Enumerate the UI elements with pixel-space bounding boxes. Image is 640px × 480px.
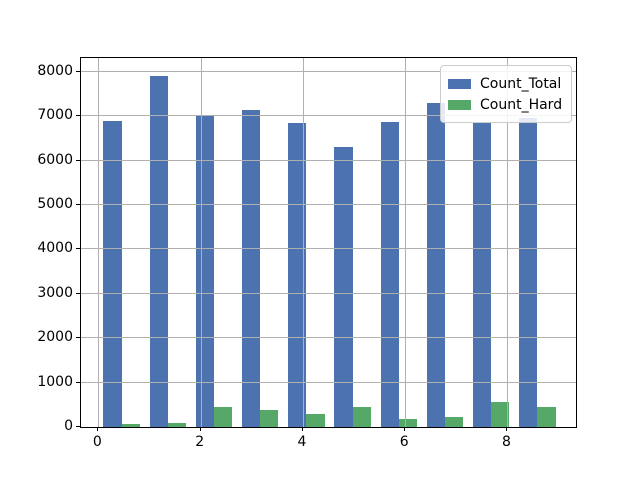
bar-count_hard-8: [491, 401, 510, 427]
gridline-x-6: [405, 58, 407, 427]
y-tick-label-6000: 6000: [37, 151, 73, 168]
bar-count_hard-7: [445, 416, 464, 427]
bar-count_hard-5: [352, 406, 371, 427]
y-tick-label-0: 0: [64, 418, 73, 434]
gridline-y-8000: [81, 70, 576, 72]
gridline-y-6000: [81, 159, 576, 161]
x-tick-mark-0: [97, 427, 99, 431]
gridline-y-4000: [81, 248, 576, 250]
gridline-x-2: [200, 58, 202, 427]
x-tick-label-0: 0: [92, 434, 102, 450]
bar-count_hard-2: [214, 407, 233, 427]
y-tick-mark-5000: [76, 204, 80, 206]
legend-swatch-count-hard: [448, 99, 471, 110]
y-tick-label-1000: 1000: [37, 373, 73, 390]
y-tick-mark-2000: [76, 337, 80, 339]
legend-item-count-total: Count_Total: [448, 73, 563, 94]
x-tick-mark-4: [301, 427, 303, 431]
x-tick-label-4: 4: [297, 434, 307, 450]
legend-label-count-hard: Count_Hard: [480, 96, 563, 113]
legend-label-count-total: Count_Total: [480, 75, 562, 92]
bar-count_total-3: [241, 109, 261, 427]
x-tick-label-2: 2: [195, 434, 205, 450]
gridline-y-7000: [81, 115, 576, 117]
x-tick-label-6: 6: [399, 434, 409, 450]
y-tick-label-3000: 3000: [37, 284, 73, 301]
gridline-x-0: [98, 58, 100, 427]
x-tick-mark-6: [404, 427, 406, 431]
y-tick-mark-0: [76, 426, 80, 427]
plot-area: Count_Total Count_Hard: [80, 57, 577, 428]
gridline-y-3000: [81, 292, 576, 294]
x-tick-mark-8: [506, 427, 508, 431]
x-tick-label-8: 8: [502, 434, 511, 450]
bar-count_total-8: [472, 123, 492, 427]
bar-count_hard-4: [306, 414, 325, 427]
y-tick-label-8000: 8000: [37, 62, 73, 79]
bar-count_total-7: [426, 103, 445, 427]
legend-item-count-hard: Count_Hard: [448, 94, 563, 115]
legend-swatch-count-total: [448, 78, 471, 89]
gridline-y-1000: [81, 381, 576, 383]
gridline-x-4: [302, 58, 304, 427]
bar-count_total-9: [519, 118, 538, 427]
y-tick-mark-1000: [76, 381, 80, 383]
bar-count_hard-0: [121, 423, 140, 427]
bar-count_total-0: [103, 120, 122, 427]
bar-count_total-5: [334, 146, 353, 427]
x-tick-mark-2: [199, 427, 201, 431]
y-tick-label-7000: 7000: [37, 107, 73, 124]
bar-count_hard-1: [167, 422, 187, 427]
y-tick-label-2000: 2000: [37, 329, 73, 346]
gridline-x-8: [507, 58, 509, 427]
bar-count_total-4: [288, 123, 307, 427]
bar-count_hard-9: [537, 407, 556, 427]
y-tick-mark-7000: [76, 115, 80, 117]
bar-count_hard-3: [260, 409, 279, 427]
bar-count_total-1: [149, 76, 168, 427]
y-tick-mark-6000: [76, 159, 80, 161]
bar-count_hard-6: [398, 418, 418, 427]
gridline-y-5000: [81, 204, 576, 206]
y-tick-mark-3000: [76, 292, 80, 294]
bar-count_total-6: [380, 122, 399, 427]
gridline-y-2000: [81, 337, 576, 339]
y-tick-label-5000: 5000: [37, 196, 73, 213]
y-tick-mark-8000: [76, 70, 80, 72]
bar-count_total-2: [195, 116, 214, 427]
y-tick-mark-4000: [76, 248, 80, 250]
y-tick-label-4000: 4000: [37, 240, 73, 257]
legend: Count_Total Count_Hard: [440, 65, 572, 123]
